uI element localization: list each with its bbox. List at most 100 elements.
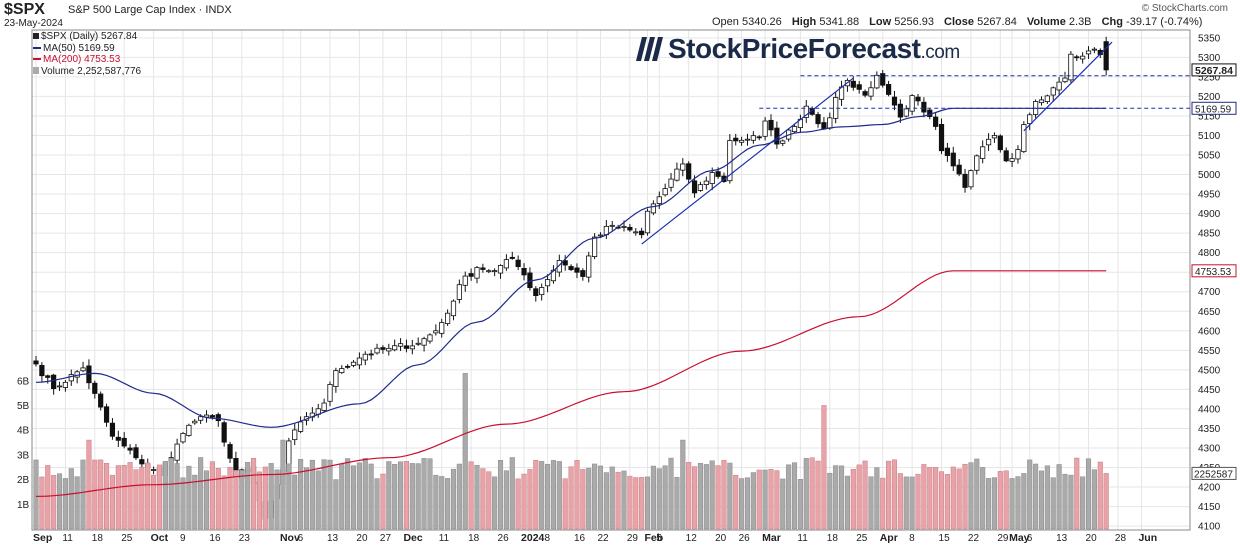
volume-bar — [1097, 461, 1103, 530]
candle — [127, 444, 133, 455]
volume-bar — [927, 467, 933, 530]
volume-bar — [650, 465, 656, 530]
volume-bar — [545, 463, 551, 530]
candle-body — [474, 267, 480, 279]
volume-bar — [627, 475, 633, 530]
candle-body — [215, 414, 221, 422]
candlestick-series — [33, 36, 1109, 523]
volume-bar — [921, 464, 927, 530]
volume-bar — [409, 463, 415, 530]
candle — [33, 355, 39, 367]
legend-ma200-label: MA(200) 4753.53 — [43, 54, 121, 65]
ma50-flag: 5169.59 — [1195, 104, 1232, 115]
volume-bar — [968, 462, 974, 530]
candle — [539, 283, 545, 301]
candle — [92, 380, 98, 399]
candle-body — [1009, 158, 1015, 162]
candle — [803, 100, 809, 123]
candle-body — [909, 95, 915, 112]
candle — [221, 420, 227, 447]
volume-bar — [680, 439, 686, 530]
volume-bar — [674, 477, 680, 530]
volume-bar — [709, 460, 715, 530]
candle — [174, 438, 180, 465]
volume-bar — [950, 466, 956, 530]
volume-bar — [974, 458, 980, 530]
volume-bar — [486, 471, 492, 530]
volume-bar — [56, 473, 63, 530]
candle — [139, 454, 145, 468]
low-value: 5256.93 — [894, 16, 934, 28]
volume-bar — [280, 439, 286, 530]
candle — [856, 81, 862, 94]
candle-body — [1074, 56, 1080, 59]
volume-bar — [33, 459, 39, 530]
candle — [368, 349, 374, 360]
volume-bar — [445, 478, 451, 530]
x-tick-label: 11 — [62, 533, 73, 544]
candle — [686, 161, 692, 184]
volume-bar — [421, 458, 427, 530]
candle-body — [668, 178, 674, 188]
candle — [39, 362, 45, 382]
candle-body — [380, 347, 386, 350]
candle — [550, 265, 557, 284]
volume-bar — [368, 463, 374, 530]
candle — [115, 430, 121, 447]
candle-body — [933, 116, 939, 127]
volume-bar — [797, 479, 803, 530]
candle — [938, 118, 945, 155]
watermark-logo: StockPriceForecast.com — [636, 33, 960, 65]
candle-body — [915, 96, 921, 102]
candle — [680, 158, 686, 177]
volume-bar — [703, 464, 709, 530]
chart-symbol[interactable]: $SPX — [4, 1, 45, 18]
candle — [51, 373, 57, 395]
candle-body — [297, 421, 304, 432]
volume-bar — [909, 476, 915, 530]
candle-body — [544, 279, 551, 287]
candle-body — [1056, 81, 1062, 91]
volume-bar — [1044, 465, 1050, 530]
volume-bar — [962, 463, 968, 530]
candle-body — [56, 385, 63, 388]
candle — [397, 338, 404, 352]
candle — [362, 351, 368, 366]
volume-flag-box — [1191, 466, 1237, 480]
volume-bar — [668, 457, 674, 530]
candle — [350, 360, 357, 368]
candle-body — [827, 117, 833, 129]
candle-body — [1050, 87, 1056, 96]
candle-body — [450, 300, 457, 317]
candle-body — [733, 137, 739, 142]
candle-body — [744, 138, 751, 141]
candle-body — [997, 135, 1003, 151]
x-tick-label: 11 — [439, 533, 450, 544]
volume-bar — [633, 477, 639, 530]
candle — [697, 181, 704, 192]
volume-bar — [380, 473, 386, 530]
volume-bar — [592, 463, 598, 530]
x-tick-label: 5 — [656, 533, 662, 544]
y-tick-label: 4200 — [1198, 483, 1221, 494]
legend-ma50-label: MA(50) 5169.59 — [43, 42, 115, 54]
candle — [985, 133, 992, 152]
candle-body — [968, 170, 974, 188]
volume-bar — [315, 470, 321, 530]
volume-bar — [292, 474, 298, 530]
candle-body — [621, 226, 627, 228]
candle — [774, 121, 780, 149]
candle-body — [227, 444, 233, 459]
volume-bar — [109, 474, 115, 530]
y-tick-label: 4400 — [1198, 404, 1221, 415]
volume-bar — [474, 464, 480, 530]
candle — [203, 410, 210, 423]
candle-body — [186, 424, 192, 436]
candle-body — [433, 330, 439, 334]
volume-bar — [839, 465, 845, 530]
candle — [1003, 147, 1009, 163]
volume-bar — [1080, 476, 1086, 530]
candle-body — [609, 224, 615, 227]
candle — [427, 333, 433, 344]
